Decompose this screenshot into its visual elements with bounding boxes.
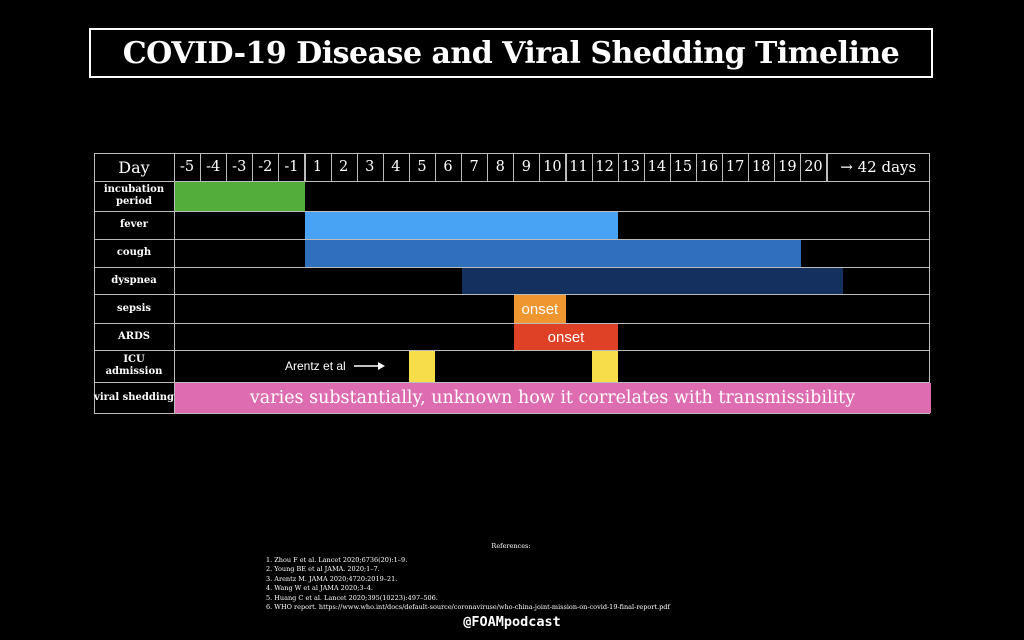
day-label: 8	[495, 159, 505, 175]
page-title: COVID-19 Disease and Viral Shedding Time…	[122, 35, 900, 71]
arrow-right-icon	[353, 362, 385, 370]
day-label: 15	[673, 159, 693, 175]
arentz-note: Arentz et al	[285, 350, 386, 382]
day-label: 6	[443, 159, 453, 175]
row-bar: onset	[513, 295, 566, 323]
reference-item[interactable]: 1. Zhou F et al. Lancet 2020;6736(20):1–…	[266, 555, 408, 564]
reference-item[interactable]: 6. WHO report. https://www.who.int/docs/…	[266, 603, 670, 611]
row-bar	[305, 212, 619, 239]
day-label: 1	[312, 159, 323, 175]
row-label: viral shedding	[94, 391, 174, 403]
row-label: fever	[119, 219, 149, 230]
row-label: ARDS	[118, 330, 150, 342]
day-label: -5	[179, 159, 195, 175]
day-label: 20	[804, 159, 823, 175]
row-bar	[305, 240, 801, 267]
arentz-note-label: Arentz et al	[285, 359, 346, 373]
row-bar	[592, 351, 619, 382]
row-bar	[409, 351, 436, 382]
day-label: -4	[206, 159, 221, 175]
row-label: cough	[116, 247, 152, 258]
day-label: 19	[778, 159, 797, 175]
day-label: 13	[621, 159, 640, 175]
day-label: 12	[595, 159, 614, 175]
reference-item[interactable]: 2. Young BE et al JAMA. 2020;1–7.	[266, 565, 380, 573]
day-label: 3	[365, 159, 375, 175]
day-label: 2	[339, 159, 349, 175]
references: References: 1. Zhou F et al. Lancet 2020…	[266, 542, 826, 613]
row-bar: varies substantially, unknown how it cor…	[174, 383, 931, 413]
day-label: 18	[752, 159, 771, 175]
day-label: -3	[232, 159, 247, 175]
row-bar: onset	[513, 324, 619, 350]
reference-item[interactable]: 5. Huang C et al. Lancet 2020;395(10223)…	[266, 593, 438, 602]
day-label: 7	[469, 159, 479, 175]
end-day-label: → 42 days	[840, 158, 917, 176]
day-label: 14	[647, 159, 667, 175]
day-label: 10	[543, 159, 562, 175]
day-label: 17	[725, 159, 745, 175]
row-label: incubation period	[103, 184, 165, 207]
day-label: -1	[284, 159, 299, 175]
row-label: dyspnea	[111, 274, 157, 286]
podcast-handle: @FOAMpodcast	[463, 614, 561, 630]
reference-item[interactable]: 4. Wang W et al JAMA 2020;3–4.	[266, 584, 373, 592]
day-label: -2	[258, 159, 273, 175]
title-box: COVID-19 Disease and Viral Shedding Time…	[89, 28, 933, 78]
day-label: 5	[417, 159, 427, 175]
row-bar	[174, 182, 305, 211]
row-label: sepsis	[116, 302, 152, 314]
day-label: 9	[521, 159, 531, 175]
day-label: 4	[391, 159, 401, 175]
day-header-label: Day	[118, 157, 150, 177]
day-label: 16	[699, 159, 719, 175]
references-heading: References:	[491, 542, 531, 550]
day-label: 11	[569, 159, 588, 175]
row-label: ICU admission	[105, 354, 163, 377]
row-bar	[461, 268, 843, 294]
reference-item[interactable]: 3. Arentz M. JAMA 2020;4720:2019–21.	[266, 574, 398, 583]
